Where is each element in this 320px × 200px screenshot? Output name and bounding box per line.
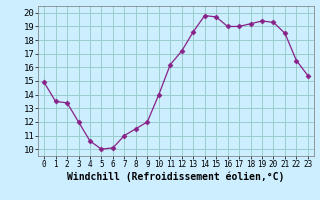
X-axis label: Windchill (Refroidissement éolien,°C): Windchill (Refroidissement éolien,°C) (67, 172, 285, 182)
